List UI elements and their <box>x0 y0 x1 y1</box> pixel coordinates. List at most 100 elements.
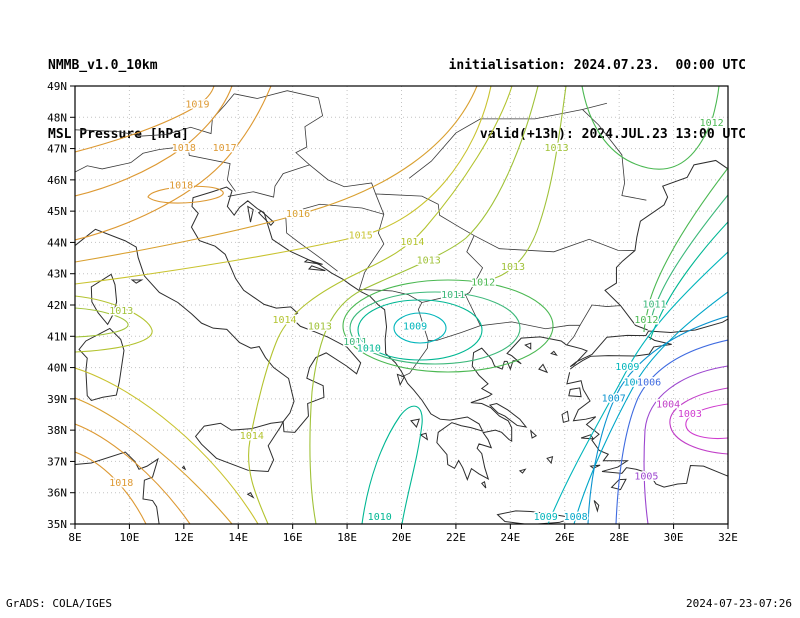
isobar-label: 1013 <box>545 143 569 154</box>
isobar-1010 <box>361 405 423 524</box>
x-tick-label: 22E <box>446 531 466 544</box>
isobar-label: 1013 <box>109 306 133 317</box>
isobar-1018 <box>75 451 147 524</box>
y-tick-label: 44N <box>47 236 67 249</box>
x-tick-label: 18E <box>337 531 357 544</box>
isobar-label: 1007 <box>602 393 626 404</box>
island-euboea <box>490 404 526 427</box>
island-corfu <box>397 374 404 384</box>
isobar-1015 <box>75 86 492 285</box>
grads-credit: GrADS: COLA/IGES <box>6 597 112 610</box>
isobar-label: 1014 <box>400 237 424 248</box>
island-kythira <box>482 482 486 488</box>
border-alps <box>75 146 236 191</box>
isobar-label: 1011 <box>343 337 367 348</box>
isobar-1017 <box>75 423 191 524</box>
isobar-1004 <box>669 387 728 455</box>
border-macedonia-greece <box>418 302 480 340</box>
isobar-1005 <box>643 365 728 524</box>
isobar-1016 <box>75 397 233 524</box>
isobar-1017 <box>75 86 272 241</box>
y-tick-label: 36N <box>47 487 67 500</box>
isobars <box>75 86 728 524</box>
border-danube-south <box>310 165 635 252</box>
isobar-1015 <box>75 367 259 524</box>
isobar-label: 1006 <box>637 378 661 389</box>
border-czech-slovenia <box>228 91 323 197</box>
isobar-label: 1008 <box>564 512 588 523</box>
coastline-turkey-aegean <box>567 372 728 487</box>
isobar-1003 <box>685 403 728 440</box>
border-prut <box>582 109 646 200</box>
border-greece-turkey-evros <box>567 325 580 344</box>
init-time: initialisation: 2024.07.23. 00:00 UTC <box>448 58 746 73</box>
island-zakynthos <box>421 433 428 439</box>
isobar-label: 1015 <box>349 231 373 242</box>
isobar-label: 1018 <box>169 181 193 192</box>
isobar-label: 1010 <box>357 343 381 354</box>
island-milos <box>520 469 525 473</box>
isobar-label: 1012 <box>700 118 724 129</box>
isobar-1008 <box>573 291 728 524</box>
y-tick-label: 39N <box>47 393 67 406</box>
isobar-1012 <box>643 167 728 333</box>
island-lemnos <box>539 364 547 372</box>
x-tick-label: 12E <box>174 531 194 544</box>
y-tick-label: 48N <box>47 111 67 124</box>
y-tick-label: 42N <box>47 299 67 312</box>
y-tick-label: 46N <box>47 174 67 187</box>
isobar-label: 1011 <box>441 290 465 301</box>
y-tick-label: 38N <box>47 424 67 437</box>
isobar-label: 1013 <box>417 256 441 267</box>
island-samothraki <box>551 351 556 355</box>
island-sicily <box>196 422 284 472</box>
island-rhodes <box>612 479 626 489</box>
timestamp: 2024-07-23-07:26 <box>686 597 792 610</box>
isobar-label: 1013 <box>308 321 332 332</box>
island-brac <box>305 260 323 265</box>
x-tick-label: 20E <box>392 531 412 544</box>
coastline-black-sea-west <box>605 160 728 330</box>
isobar-label: 1012 <box>471 278 495 289</box>
island-lesbos <box>569 388 581 397</box>
isobar-1006 <box>615 339 728 524</box>
isobar-label: 1005 <box>634 472 658 483</box>
isobar-1014 <box>248 86 513 524</box>
model-name: NMMB_v1.0_10km <box>48 58 158 73</box>
isobar-1013 <box>309 86 539 524</box>
isobar-1009 <box>393 312 447 344</box>
x-tick-label: 16E <box>283 531 303 544</box>
axes: 8E 10E 12E 14E 16E 18E 20E 22E 24E 26E 28E 30E 32E 35… <box>47 80 738 544</box>
isobar-1019 <box>75 86 215 153</box>
x-tick-label: 28E <box>609 531 629 544</box>
x-tick-label: 24E <box>500 531 520 544</box>
y-tick-label: 37N <box>47 455 67 468</box>
island-elba <box>132 280 142 283</box>
isobar-labels: 1019 1018 1017 1018 1016 1015 1014 1013 1013 1013… <box>108 98 726 525</box>
island-corsica <box>91 274 116 324</box>
isobar-1018 <box>75 86 233 197</box>
x-tick-label: 14E <box>228 531 248 544</box>
isobar-label: 1014 <box>240 431 264 442</box>
y-tick-label: 35N <box>47 518 67 531</box>
isobar-label: 1019 <box>185 99 209 110</box>
island-kefalonia <box>411 419 419 427</box>
isobar-label: 1011 <box>642 300 666 311</box>
isobar-label: 1016 <box>286 209 310 220</box>
isobar-label: 1013 <box>501 262 525 273</box>
isobar-label: 1014 <box>272 315 296 326</box>
isobar-label: 1018 <box>172 143 196 154</box>
island-sardinia <box>79 328 124 400</box>
border-austria-north <box>75 94 234 136</box>
isobar-label: 1017 <box>213 143 237 154</box>
isobar-label: 1009 <box>615 362 639 373</box>
island-cres <box>248 206 253 222</box>
island-thasos <box>525 343 530 349</box>
isobar-1011 <box>651 194 728 319</box>
y-tick-label: 43N <box>47 268 67 281</box>
island-malta <box>248 493 253 498</box>
isobar-label: 1018 <box>109 478 133 489</box>
isobar-label: 1012 <box>634 315 658 326</box>
isobar-1018 <box>147 185 224 204</box>
y-tick-label: 45N <box>47 205 67 218</box>
